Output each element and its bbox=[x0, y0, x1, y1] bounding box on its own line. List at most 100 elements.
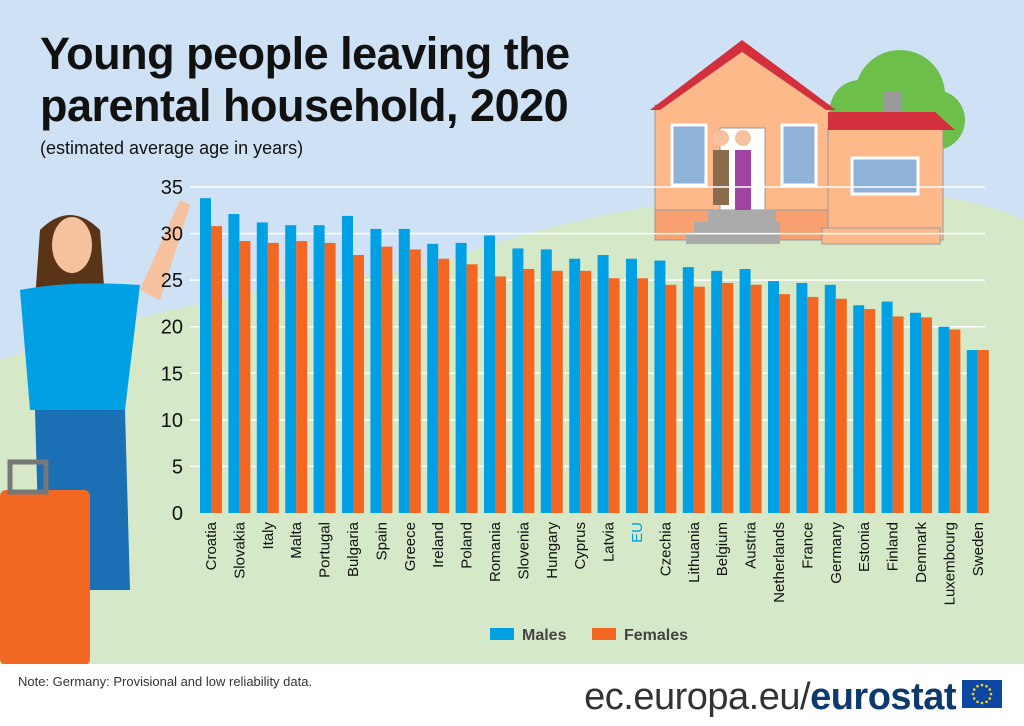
x-tick-label: Denmark bbox=[913, 522, 930, 583]
bar-females-latvia bbox=[608, 278, 620, 513]
bar-females-slovakia bbox=[239, 241, 251, 513]
legend-swatch-males bbox=[490, 628, 514, 640]
chart-subtitle: (estimated average age in years) bbox=[40, 138, 304, 158]
bar-females-finland bbox=[892, 316, 904, 513]
y-tick-label: 30 bbox=[161, 224, 183, 246]
bar-males-lithuania bbox=[682, 267, 694, 513]
bar-females-austria bbox=[750, 284, 762, 513]
bar-females-croatia bbox=[211, 226, 222, 513]
bar-females-luxembourg bbox=[949, 329, 961, 513]
x-tick-label: Poland bbox=[459, 522, 476, 569]
bar-males-malta bbox=[285, 225, 297, 513]
x-tick-label: Germany bbox=[828, 522, 845, 584]
bar-females-romania bbox=[495, 276, 506, 513]
bar-males-france bbox=[796, 282, 808, 513]
bar-females-greece bbox=[409, 249, 421, 514]
bar-males-slovakia bbox=[228, 214, 240, 514]
house-illustration bbox=[650, 40, 955, 245]
x-tick-label: Belgium bbox=[714, 522, 731, 576]
x-tick-label: Latvia bbox=[601, 521, 618, 562]
x-tick-label: Estonia bbox=[856, 521, 873, 572]
y-tick-label: 35 bbox=[161, 177, 183, 199]
bar-females-malta bbox=[296, 241, 308, 513]
x-tick-label: Lithuania bbox=[686, 521, 703, 583]
bar-females-lithuania bbox=[693, 286, 705, 513]
bar-males-italy bbox=[256, 222, 268, 513]
bar-males-eu bbox=[626, 258, 637, 513]
x-tick-label: Luxembourg bbox=[941, 522, 958, 605]
brand-name: eurostat bbox=[810, 676, 956, 718]
x-tick-label: Malta bbox=[288, 521, 305, 558]
bar-females-slovenia bbox=[523, 268, 535, 513]
y-tick-label: 15 bbox=[161, 363, 183, 385]
woman-with-suitcase-illustration bbox=[0, 200, 190, 665]
y-tick-label: 10 bbox=[161, 410, 183, 432]
x-tick-label: Finland bbox=[885, 522, 902, 571]
bar-males-luxembourg bbox=[938, 326, 950, 513]
bar-females-bulgaria bbox=[353, 254, 364, 513]
bar-males-sweden bbox=[966, 350, 978, 513]
eu-flag-icon bbox=[962, 680, 1002, 708]
footer: Note: Germany: Provisional and low relia… bbox=[0, 664, 1024, 726]
x-tick-label: Portugal bbox=[317, 522, 334, 578]
bar-males-spain bbox=[370, 228, 382, 513]
bar-males-germany bbox=[824, 284, 836, 513]
x-tick-label: Spain bbox=[373, 522, 390, 560]
bar-females-czechia bbox=[665, 284, 677, 513]
legend-label-males: Males bbox=[522, 627, 567, 644]
bar-males-czechia bbox=[654, 260, 666, 513]
y-tick-label: 0 bbox=[172, 503, 183, 525]
bar-males-hungary bbox=[540, 249, 552, 514]
x-tick-label: Greece bbox=[402, 522, 419, 571]
bar-chart: 0 5 10 15 20 25 30 35 Croatia Slovakia Italy Malta P… bbox=[161, 177, 989, 644]
chart-title: Young people leaving the parental househ… bbox=[40, 28, 570, 132]
bar-females-belgium bbox=[722, 282, 734, 513]
bar-males-austria bbox=[739, 268, 751, 513]
bar-males-estonia bbox=[853, 305, 865, 513]
x-tick-label: Hungary bbox=[544, 522, 561, 579]
x-tick-label: Croatia bbox=[203, 521, 220, 570]
bar-males-ireland bbox=[427, 243, 439, 513]
x-tick-label: Romania bbox=[487, 521, 504, 582]
legend-label-females: Females bbox=[624, 627, 688, 644]
bar-males-denmark bbox=[910, 312, 921, 513]
legend-swatch-females bbox=[592, 628, 616, 640]
bar-females-spain bbox=[381, 246, 393, 513]
x-tick-label: France bbox=[799, 522, 816, 569]
bar-females-denmark bbox=[921, 317, 932, 513]
bar-females-sweden bbox=[977, 350, 989, 513]
bar-males-bulgaria bbox=[342, 215, 353, 514]
footnote: Note: Germany: Provisional and low relia… bbox=[18, 674, 313, 689]
bar-females-eu bbox=[637, 278, 648, 513]
brand-domain: ec.europa.eu/ bbox=[584, 676, 811, 718]
bar-males-latvia bbox=[597, 254, 609, 513]
y-tick-label: 5 bbox=[172, 456, 183, 478]
x-tick-label: Sweden bbox=[970, 522, 987, 576]
bar-males-finland bbox=[881, 301, 893, 513]
bar-males-belgium bbox=[711, 270, 723, 513]
bar-females-netherlands bbox=[779, 294, 790, 513]
x-tick-label: Slovakia bbox=[231, 521, 248, 578]
title-line-1: Young people leaving the bbox=[40, 28, 570, 79]
x-tick-label: Slovenia bbox=[515, 521, 532, 579]
bar-females-ireland bbox=[438, 258, 450, 513]
bar-females-portugal bbox=[324, 242, 336, 513]
bar-males-portugal bbox=[313, 225, 325, 513]
bar-males-greece bbox=[398, 228, 410, 513]
x-tick-label: Austria bbox=[743, 521, 760, 568]
x-tick-label: Netherlands bbox=[771, 522, 788, 603]
x-tick-label: Italy bbox=[260, 522, 277, 550]
bar-females-estonia bbox=[864, 309, 876, 513]
bar-males-croatia bbox=[200, 198, 211, 514]
x-tick-label: Ireland bbox=[430, 522, 447, 568]
bar-females-france bbox=[807, 296, 819, 513]
bar-females-germany bbox=[835, 298, 847, 513]
x-tick-label: EU bbox=[629, 522, 646, 543]
x-tick-label: Czechia bbox=[657, 521, 674, 576]
y-tick-label: 25 bbox=[161, 270, 183, 292]
y-tick-label: 20 bbox=[161, 317, 183, 339]
title-line-2: parental household, 2020 bbox=[40, 80, 569, 131]
bar-females-cyprus bbox=[580, 270, 592, 513]
x-tick-label: Cyprus bbox=[572, 522, 589, 570]
bar-females-italy bbox=[267, 242, 279, 513]
